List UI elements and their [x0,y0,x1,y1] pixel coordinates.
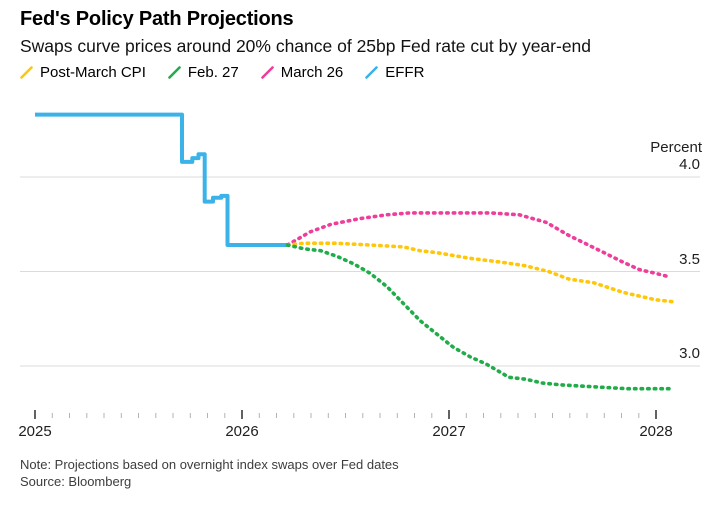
legend-swatch-post-march-cpi-icon [20,66,33,79]
series-line-effr [35,112,288,247]
series-line-feb-27 [285,243,675,391]
legend-item-feb-27: Feb. 27 [168,64,239,81]
chart-subtitle: Swaps curve prices around 20% chance of … [20,36,592,56]
legend-item-march-26: March 26 [260,64,344,81]
x-axis-tick-label: 2028 [639,423,673,440]
y-axis-tick-label: 4.0 [679,156,700,173]
x-axis-tick-label: 2027 [432,423,466,440]
y-axis-tick-label: 3.0 [679,345,700,362]
legend-swatch-march-26-icon [260,66,274,79]
x-axis-tick-label: 2026 [225,423,259,440]
chart-legend: Post-March CPI Feb. 27 March 26 EFFR [20,64,424,81]
chart-plot-area [20,112,700,419]
series-line-march-26 [285,211,673,279]
legend-item-effr: EFFR [365,64,424,81]
legend-label: EFFR [385,64,425,81]
x-axis-tick-label: 2025 [18,423,52,440]
legend-swatch-feb-27-icon [168,66,181,79]
legend-label: March 26 [280,64,344,81]
legend-label: Feb. 27 [187,64,239,81]
y-axis-tick-label: 3.5 [679,251,700,268]
page-title: Fed's Policy Path Projections [20,8,294,30]
footer-source: Source: Bloomberg [20,474,132,489]
footer-note: Note: Projections based on overnight ind… [20,457,399,472]
chart-footer: Note: Projections based on overnight ind… [20,456,399,490]
y-axis-unit-label: Percent [650,139,702,156]
legend-label: Post-March CPI [40,64,146,81]
legend-swatch-effr-icon [365,66,379,79]
series-line-post-march-cpi [285,241,675,304]
legend-item-post-march-cpi: Post-March CPI [20,64,146,81]
